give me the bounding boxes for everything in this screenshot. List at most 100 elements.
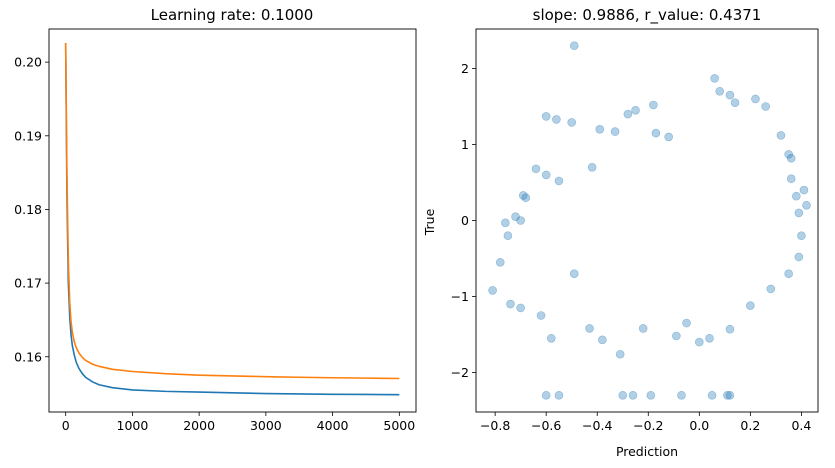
scatter-point: [761, 102, 770, 111]
scatter-point: [797, 231, 806, 240]
scatter-point: [536, 311, 546, 320]
loss-x-tick-label: 2000: [183, 418, 215, 433]
loss-series-group: [64, 42, 400, 396]
scatter-point: [554, 176, 564, 186]
scatter-point: [516, 216, 525, 225]
scatter-point: [587, 163, 597, 172]
scatter-point: [715, 87, 725, 96]
scatter-point: [638, 324, 648, 333]
scatter-point: [802, 201, 811, 210]
scatter-point: [723, 390, 732, 400]
loss-x-tick-label: 5000: [383, 418, 415, 433]
loss-y-tick-label: 0.16: [14, 349, 42, 364]
scatter-point: [651, 128, 661, 138]
loss-series-line-1: [64, 42, 400, 380]
scatter-point: [730, 98, 740, 108]
loss-y-tick-label: 0.17: [14, 276, 42, 291]
scatter-point: [646, 390, 656, 400]
scatter-point: [677, 390, 686, 400]
scatter-point: [746, 301, 755, 310]
scatter-point: [541, 390, 551, 400]
scatter-point: [569, 41, 579, 51]
scatter-point: [784, 150, 793, 159]
scatter-point: [649, 100, 658, 110]
scatter-point: [707, 390, 717, 400]
scatter-chart-title: slope: 0.9886, r_value: 0.4371: [533, 6, 762, 25]
scatter-point: [725, 390, 735, 400]
scatter-y-tick-label: 2: [461, 61, 469, 76]
scatter-point: [503, 231, 513, 240]
loss-x-tick-label: 3000: [250, 418, 282, 433]
scatter-x-tick-label: −0.4: [582, 418, 612, 433]
scatter-point: [794, 252, 804, 262]
scatter-y-tick-label: 1: [461, 137, 469, 152]
scatter-point: [511, 212, 520, 221]
scatter-point: [794, 208, 804, 218]
scatter-point: [495, 257, 505, 267]
scatter-point: [766, 284, 776, 294]
scatter-point: [585, 324, 594, 333]
scatter-point: [595, 125, 605, 134]
scatter-point: [552, 115, 561, 124]
scatter-point: [567, 118, 577, 127]
scatter-point: [541, 170, 551, 180]
scatter-point: [516, 303, 525, 313]
scatter-point: [628, 390, 638, 400]
loss-y-tick-label: 0.19: [14, 128, 42, 143]
scatter-x-tick-label: −0.8: [480, 418, 510, 433]
scatter-point: [792, 191, 801, 201]
scatter-point: [554, 390, 564, 400]
loss-chart-title: Learning rate: 0.1000: [151, 6, 314, 24]
loss-y-tick-label: 0.18: [14, 202, 42, 217]
scatter-y-tick-label: 0: [461, 213, 469, 228]
scatter-point: [776, 131, 786, 140]
scatter-point: [786, 153, 796, 163]
scatter-x-axis-label: Prediction: [616, 444, 678, 459]
loss-x-axis: 0 1000 2000 3000 4000 5000: [62, 412, 415, 433]
scatter-point: [664, 132, 673, 142]
scatter-x-tick-label: −0.2: [633, 418, 663, 433]
scatter-point: [521, 193, 531, 202]
scatter-x-tick-label: 0.2: [740, 418, 760, 433]
scatter-point: [710, 74, 719, 83]
loss-x-tick-label: 0: [62, 418, 70, 433]
loss-plot-frame: [48, 28, 417, 413]
scatter-point: [615, 349, 625, 359]
scatter-point: [695, 337, 704, 347]
scatter-point: [799, 185, 809, 195]
scatter-point: [682, 318, 691, 328]
loss-curve-panel: Learning rate: 0.1000 0 1000 2000 3000 4000 5…: [14, 6, 417, 433]
scatter-point: [631, 106, 640, 115]
scatter-point: [598, 335, 607, 345]
scatter-points-group: [488, 41, 811, 400]
scatter-y-axis: −2 −1 0 1 2: [451, 61, 476, 380]
scatter-point: [725, 324, 735, 334]
loss-series-line-0: [64, 42, 400, 396]
loss-x-tick-label: 4000: [317, 418, 349, 433]
scatter-y-axis-label: True: [422, 208, 437, 236]
scatter-point: [610, 127, 620, 136]
scatter-point: [541, 112, 551, 121]
scatter-x-tick-label: 0.4: [791, 418, 811, 433]
scatter-point: [623, 109, 633, 119]
scatter-plot-frame: [475, 28, 819, 413]
scatter-x-tick-label: −0.6: [531, 418, 561, 433]
scatter-panel: slope: 0.9886, r_value: 0.4371 −0.8 −0.6 −…: [422, 6, 819, 459]
scatter-point: [518, 191, 528, 200]
scatter-x-tick-label: 0.0: [689, 418, 709, 433]
scatter-point: [618, 390, 628, 400]
scatter-y-tick-label: −2: [451, 365, 469, 380]
scatter-point: [546, 333, 556, 343]
loss-x-tick-label: 1000: [117, 418, 149, 433]
loss-y-axis: 0.16 0.17 0.18 0.19 0.20: [14, 55, 49, 364]
scatter-point: [751, 94, 760, 104]
scatter-point: [531, 164, 541, 174]
scatter-point: [569, 269, 579, 278]
scatter-point: [672, 331, 681, 341]
scatter-point: [501, 218, 510, 228]
scatter-point: [784, 269, 793, 278]
scatter-point: [705, 333, 714, 343]
scatter-y-tick-label: −1: [451, 289, 469, 304]
scatter-point: [488, 286, 497, 295]
